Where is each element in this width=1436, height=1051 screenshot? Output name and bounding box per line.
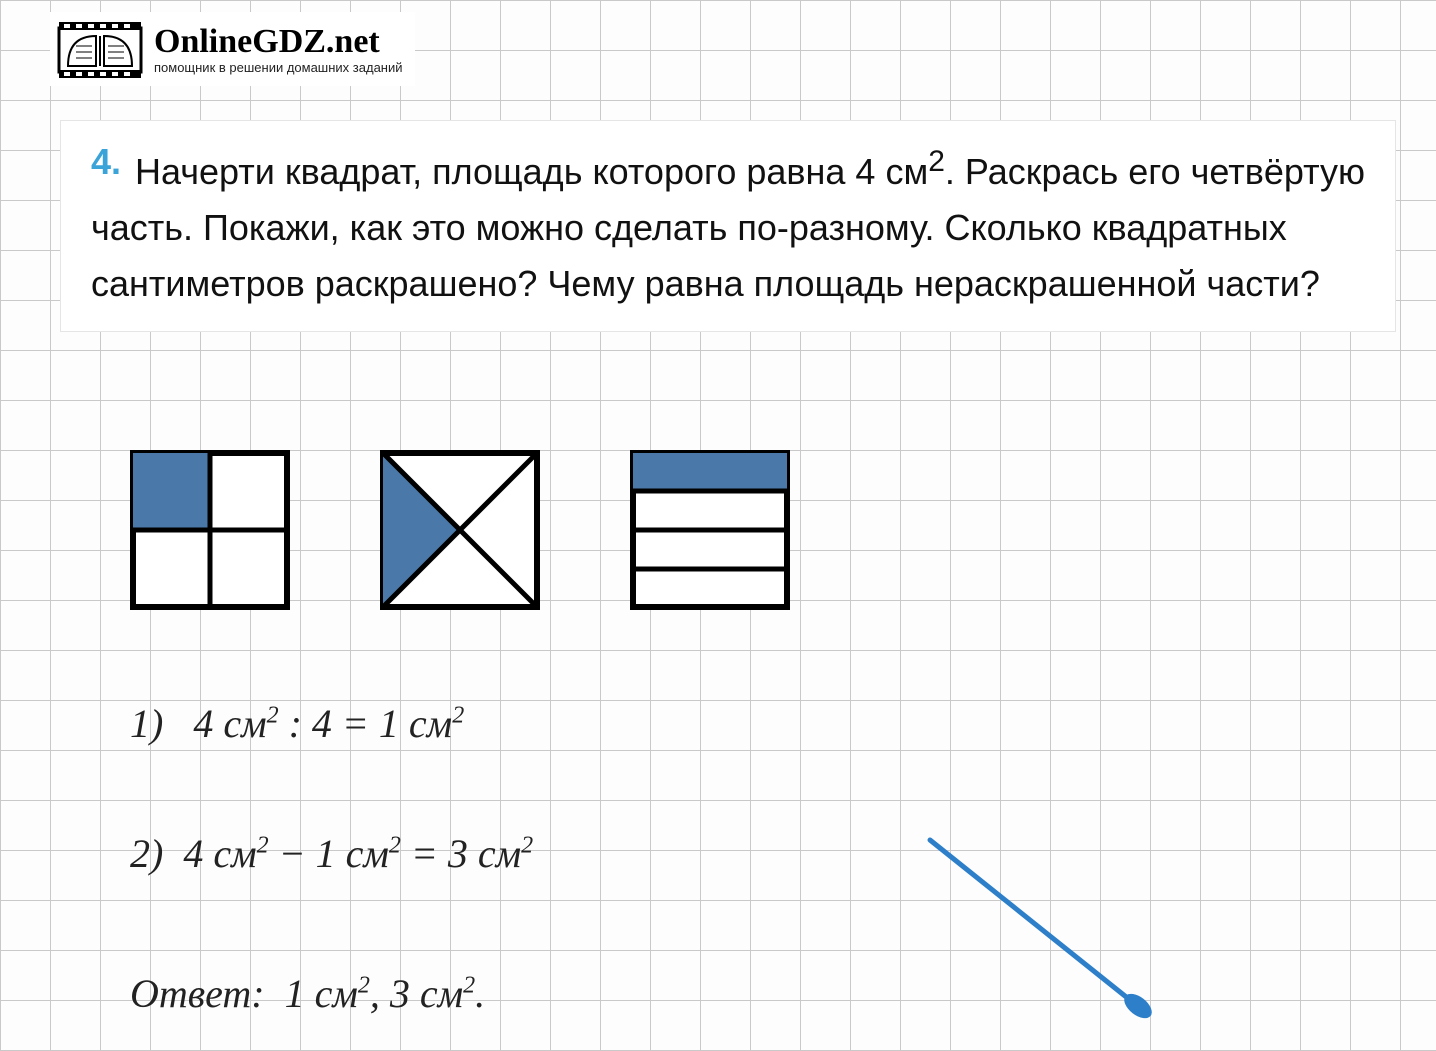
ans-a: 1 см <box>285 971 358 1016</box>
l2-eq: = <box>411 831 448 876</box>
solution-answer: Ответ: 1 см2, 3 см2. <box>130 970 485 1017</box>
l2-c: 3 см <box>448 831 521 876</box>
ans-end: . <box>475 971 485 1016</box>
figure-square-diagonals <box>380 450 540 610</box>
l2-a: 4 см <box>183 831 256 876</box>
problem-block: 4. Начерти квадрат, площадь которого рав… <box>60 120 1396 332</box>
l2-supb: 2 <box>389 833 401 859</box>
l2-supc: 2 <box>521 833 533 859</box>
figure-square-stripes <box>630 450 790 610</box>
solution-line-1: 1) 4 см2 : 4 = 1 см2 <box>130 700 464 747</box>
l1-num: 1) <box>130 701 163 746</box>
l1-supb: 2 <box>452 703 464 729</box>
ans-supa: 2 <box>358 973 370 999</box>
l2-num: 2) <box>130 831 163 876</box>
ans-b: 3 см <box>390 971 463 1016</box>
ans-sep: , <box>370 971 390 1016</box>
l1-supa: 2 <box>267 703 279 729</box>
l1-op: : 4 = <box>289 701 379 746</box>
problem-text: Начерти квадрат, площадь которого равна … <box>91 151 1365 304</box>
site-logo: OnlineGDZ.net помощник в решении домашни… <box>50 12 415 86</box>
ans-supb: 2 <box>463 973 475 999</box>
pointer-icon <box>920 830 1180 1020</box>
logo-icon <box>56 18 144 80</box>
figures-row <box>130 450 790 610</box>
l2-op: − <box>279 831 316 876</box>
problem-text-sup1: 2 <box>928 145 945 178</box>
figure-square-grid <box>130 450 290 610</box>
ans-label: Ответ: <box>130 971 265 1016</box>
l2-b: 1 см <box>316 831 389 876</box>
l2-supa: 2 <box>257 833 269 859</box>
solution-line-2: 2) 4 см2 − 1 см2 = 3 см2 <box>130 830 533 877</box>
problem-text-p1: Начерти квадрат, площадь которого равна … <box>135 151 928 192</box>
logo-subtitle: помощник в решении домашних заданий <box>154 61 403 74</box>
problem-number: 4. <box>91 139 121 186</box>
logo-title: OnlineGDZ.net <box>154 25 403 59</box>
l1-b: 1 см <box>379 701 452 746</box>
l1-a: 4 см <box>193 701 266 746</box>
